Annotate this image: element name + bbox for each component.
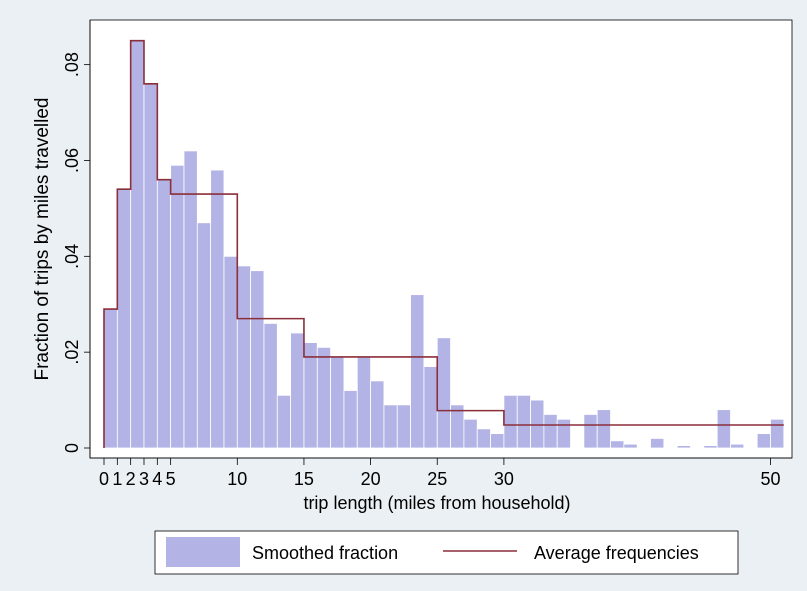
legend-swatch-smoothed-fraction: [166, 537, 240, 567]
bar-32: [530, 399, 545, 449]
bar-15: [303, 342, 318, 449]
y-axis-label: Fraction of trips by miles travelled: [32, 98, 53, 381]
x-tick-label: 1: [112, 469, 122, 489]
x-axis: 0 1 2 3 4 5 10 15 20 25 30 50: [90, 457, 792, 489]
x-tick-label: 50: [760, 469, 780, 489]
bar-12: [263, 323, 278, 449]
x-tick-label: 5: [166, 469, 176, 489]
bar-5: [170, 164, 185, 449]
bar-43: [676, 445, 691, 449]
bar-34: [556, 418, 571, 449]
bar-33: [543, 414, 558, 449]
x-tick-label: 4: [152, 469, 162, 489]
bars-layer: [103, 40, 785, 449]
bar-37: [596, 409, 611, 449]
bar-24: [423, 366, 438, 449]
bar-28: [476, 428, 491, 449]
legend-box: [154, 530, 739, 575]
bar-16: [316, 346, 332, 449]
y-tick-label: .04: [62, 244, 82, 269]
bar-30: [503, 394, 518, 449]
bar-3: [143, 83, 158, 449]
bar-2: [130, 40, 145, 449]
legend-label-average-frequencies: Average frequencies: [534, 543, 699, 563]
x-axis-label: trip length (miles from household): [303, 493, 570, 513]
bar-22: [396, 404, 411, 449]
bar-17: [330, 356, 345, 449]
bar-4: [156, 179, 172, 449]
bar-13: [276, 394, 292, 449]
bar-11: [250, 270, 265, 449]
y-tick-label: .02: [62, 340, 82, 365]
bar-47: [730, 443, 745, 449]
bar-31: [516, 394, 531, 449]
bar-0: [103, 308, 118, 449]
bar-29: [490, 433, 505, 449]
bar-25: [436, 337, 451, 449]
bar-46: [716, 409, 731, 449]
bar-6: [183, 150, 198, 449]
y-axis: 0 .02 .04 .06 .08: [62, 20, 91, 458]
x-tick-label: 0: [99, 469, 109, 489]
y-tick-label: .08: [62, 52, 82, 77]
legend-label-smoothed-fraction: Smoothed fraction: [252, 543, 398, 563]
y-tick-label: .06: [62, 148, 82, 173]
bar-36: [583, 414, 598, 449]
bar-19: [356, 356, 371, 449]
x-tick-label: 2: [126, 469, 136, 489]
legend: Smoothed fraction Average frequencies: [154, 530, 739, 575]
average-frequencies-line: [103, 39, 784, 448]
bar-1: [116, 188, 132, 449]
bar-49: [756, 433, 771, 449]
bar-8: [210, 169, 225, 449]
bar-39: [623, 443, 638, 449]
bar-14: [290, 332, 305, 449]
x-tick-label: 25: [427, 469, 447, 489]
bar-21: [383, 404, 398, 449]
bar-45: [703, 445, 718, 449]
x-tick-label: 20: [361, 469, 381, 489]
bar-18: [343, 390, 358, 449]
x-tick-label: 15: [294, 469, 314, 489]
bar-7: [196, 222, 212, 449]
bar-23: [410, 294, 425, 449]
x-tick-label: 30: [494, 469, 514, 489]
y-tick-label: 0: [62, 443, 82, 453]
bar-9: [223, 255, 238, 449]
bar-41: [650, 438, 665, 449]
bar-27: [463, 418, 478, 449]
bar-20: [370, 380, 385, 449]
x-tick-label: 10: [227, 469, 247, 489]
x-tick-label: 3: [139, 469, 149, 489]
step-line-layer: [103, 39, 784, 448]
bar-50: [770, 418, 785, 449]
bar-38: [610, 440, 625, 449]
bar-10: [236, 265, 252, 449]
